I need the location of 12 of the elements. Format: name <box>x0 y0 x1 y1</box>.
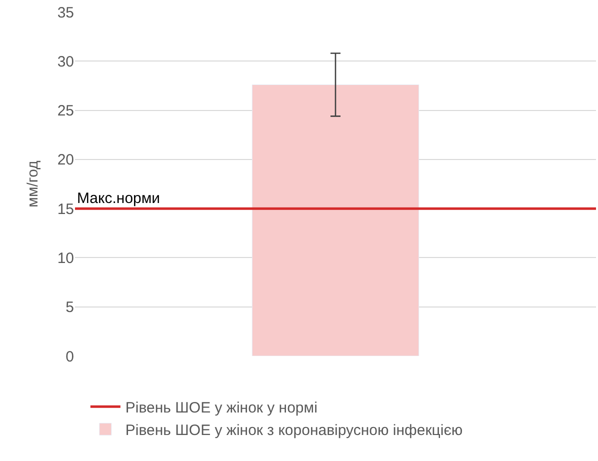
legend-label: Рівень ШОЕ у жінок з коронавірусною інфекцією <box>125 422 463 439</box>
y-tick-label: 35 <box>57 4 74 22</box>
y-tick-label: 30 <box>57 53 74 70</box>
annotation: Макс.норми <box>77 190 160 207</box>
y-tick-label: 15 <box>57 200 74 218</box>
y-axis-title: мм/год <box>24 160 42 208</box>
y-tick-label: 10 <box>57 250 74 267</box>
y-tick-label: 5 <box>66 299 74 316</box>
y-tick-label: 0 <box>66 348 74 366</box>
y-tick-label: 20 <box>57 152 74 169</box>
y-tick-label: 25 <box>57 102 74 120</box>
legend-label: Рівень ШОЕ у жінок у нормі <box>125 400 318 416</box>
